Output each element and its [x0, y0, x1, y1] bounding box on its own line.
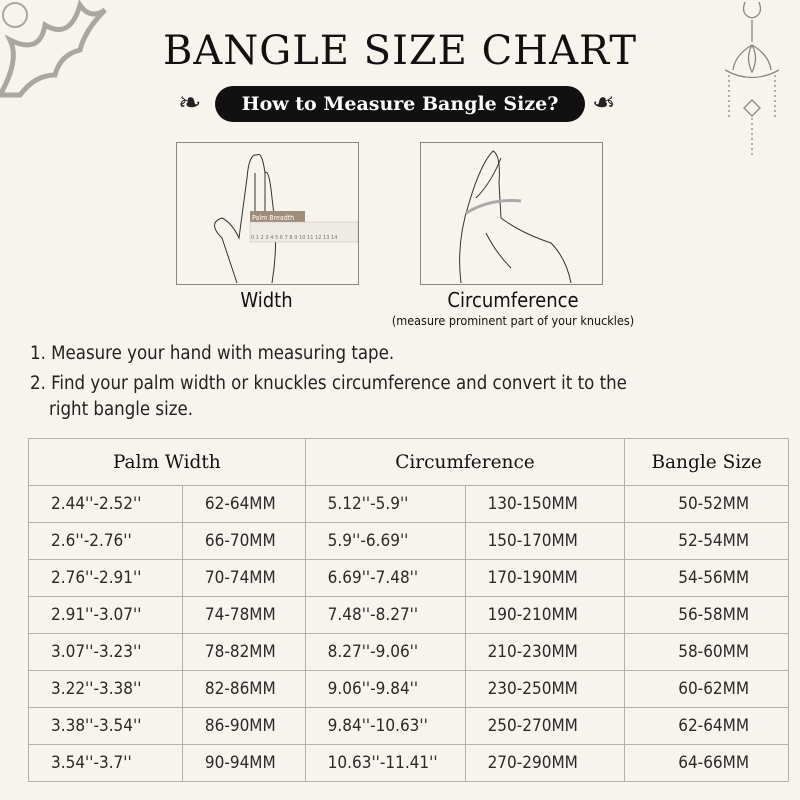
palm-width-inch-cell: 2.6''-2.76'' — [28, 522, 183, 560]
palm-width-mm-cell: 78-82MM — [181, 633, 306, 671]
circumference-inch-cell: 9.06''-9.84'' — [304, 670, 466, 708]
palm-hand-icon: Palm Breadth 0 1 2 3 4 5 6 7 8 9 10 11 1… — [214, 153, 359, 284]
bangle-size-cell: 58-60MM — [624, 633, 789, 671]
instruction-1: 1. Measure your hand with measuring tape… — [30, 343, 395, 364]
palm-width-mm-cell: 74-78MM — [181, 596, 306, 634]
circumference-inch-cell: 7.48''-8.27'' — [304, 596, 466, 634]
hanging-lotus-ornament-icon — [724, 1, 780, 158]
table-row: 3.38''-3.54'' 86-90MM 9.84''-10.63'' 250-27… — [28, 707, 789, 745]
pressed-hand-icon — [459, 150, 572, 284]
table-row: 2.91''-3.07'' 74-78MM 7.48''-8.27'' 190-210… — [28, 596, 789, 634]
table-header: Palm Width Circumference Bangle Size — [28, 438, 789, 486]
palm-width-inch-cell: 2.76''-2.91'' — [28, 559, 183, 597]
ruler-label: Palm Breadth — [252, 214, 294, 222]
page-title: BANGLE SIZE CHART — [162, 28, 638, 74]
width-illustration: Palm Breadth 0 1 2 3 4 5 6 7 8 9 10 11 1… — [176, 142, 359, 285]
section-heading: How to Measure Bangle Size? — [215, 86, 585, 122]
circumference-mm-cell: 230-250MM — [464, 670, 626, 708]
size-table: Palm Width Circumference Bangle Size 2.4… — [28, 438, 789, 782]
table-row: 3.22''-3.38'' 82-86MM 9.06''-9.84'' 230-250… — [28, 670, 789, 708]
circumference-mm-cell: 250-270MM — [464, 707, 626, 745]
table-row: 3.07''-3.23'' 78-82MM 8.27''-9.06'' 210-230… — [28, 633, 789, 671]
circumference-mm-cell: 190-210MM — [464, 596, 626, 634]
circumference-mm-cell: 170-190MM — [464, 559, 626, 597]
bangle-size-cell: 60-62MM — [624, 670, 789, 708]
table-row: 3.54''-3.7'' 90-94MM 10.63''-11.41'' 270-29… — [28, 744, 789, 782]
palm-width-mm-cell: 86-90MM — [181, 707, 306, 745]
palm-width-inch-cell: 2.44''-2.52'' — [28, 485, 183, 523]
palm-width-mm-cell: 90-94MM — [181, 744, 306, 782]
circumference-mm-cell: 130-150MM — [464, 485, 626, 523]
width-caption: Width — [240, 288, 293, 312]
header-circumference: Circumference — [304, 438, 626, 486]
circumference-caption: Circumference — [447, 288, 579, 312]
circumference-inch-cell: 5.9''-6.69'' — [304, 522, 466, 560]
palm-width-inch-cell: 3.07''-3.23'' — [28, 633, 183, 671]
table-row: 2.6''-2.76'' 66-70MM 5.9''-6.69'' 150-170MM… — [28, 522, 789, 560]
palm-width-inch-cell: 3.54''-3.7'' — [28, 744, 183, 782]
bangle-size-cell: 56-58MM — [624, 596, 789, 634]
circumference-inch-cell: 10.63''-11.41'' — [304, 744, 466, 782]
bangle-size-cell: 50-52MM — [624, 485, 789, 523]
swirl-right-icon: ❧ — [592, 86, 616, 119]
header-bangle-size: Bangle Size — [624, 438, 789, 486]
lotus-mandala-ornament-icon — [0, 0, 107, 98]
palm-width-inch-cell: 3.22''-3.38'' — [28, 670, 183, 708]
circumference-inch-cell: 8.27''-9.06'' — [304, 633, 466, 671]
palm-width-inch-cell: 2.91''-3.07'' — [28, 596, 183, 634]
swirl-left-icon: ❧ — [178, 86, 202, 119]
bangle-size-cell: 52-54MM — [624, 522, 789, 560]
circumference-illustration — [420, 142, 603, 285]
circumference-inch-cell: 9.84''-10.63'' — [304, 707, 466, 745]
bangle-size-cell: 54-56MM — [624, 559, 789, 597]
instruction-2-cont: right bangle size. — [49, 399, 193, 420]
header-palm-width: Palm Width — [28, 438, 306, 486]
circumference-inch-cell: 6.69''-7.48'' — [304, 559, 466, 597]
ruler-ticks: 0 1 2 3 4 5 6 7 8 9 10 11 12 13 14 — [251, 235, 337, 241]
palm-width-mm-cell: 70-74MM — [181, 559, 306, 597]
table-row: 2.76''-2.91'' 70-74MM 6.69''-7.48'' 170-190… — [28, 559, 789, 597]
circumference-mm-cell: 270-290MM — [464, 744, 626, 782]
bangle-size-cell: 64-66MM — [624, 744, 789, 782]
palm-width-inch-cell: 3.38''-3.54'' — [28, 707, 183, 745]
instruction-2: 2. Find your palm width or knuckles circ… — [30, 373, 627, 394]
palm-width-mm-cell: 66-70MM — [181, 522, 306, 560]
table-row: 2.44''-2.52'' 62-64MM 5.12''-5.9'' 130-150M… — [28, 485, 789, 523]
palm-width-mm-cell: 62-64MM — [181, 485, 306, 523]
circumference-mm-cell: 210-230MM — [464, 633, 626, 671]
circumference-inch-cell: 5.12''-5.9'' — [304, 485, 466, 523]
palm-width-mm-cell: 82-86MM — [181, 670, 306, 708]
circumference-mm-cell: 150-170MM — [464, 522, 626, 560]
circumference-note: (measure prominent part of your knuckles… — [391, 313, 635, 328]
bangle-size-cell: 62-64MM — [624, 707, 789, 745]
